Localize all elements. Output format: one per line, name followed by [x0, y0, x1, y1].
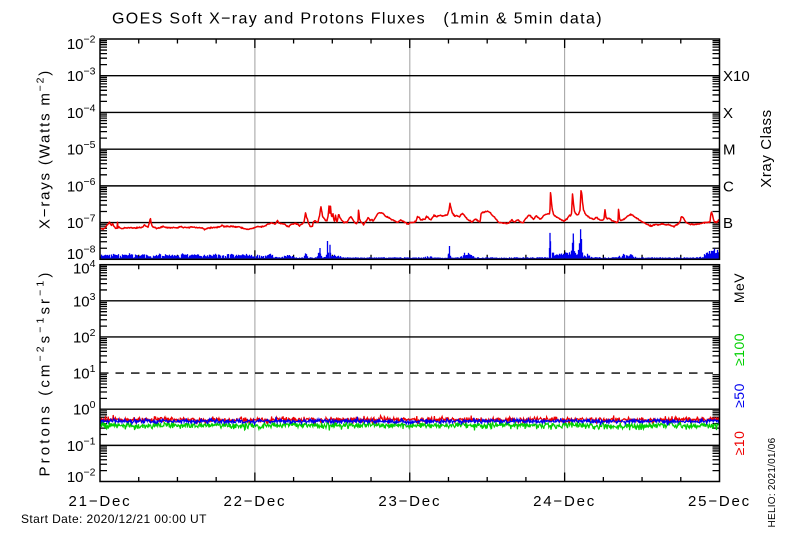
svg-text:10−2: 10−2: [67, 34, 96, 54]
svg-text:23−Dec: 23−Dec: [378, 493, 441, 510]
svg-text:24−Dec: 24−Dec: [533, 493, 596, 510]
svg-text:X10: X10: [723, 68, 750, 85]
svg-text:102: 102: [73, 327, 96, 347]
svg-text:X: X: [723, 105, 733, 122]
svg-text:Protons (cm−2s−1sr−1): Protons (cm−2s−1sr−1): [34, 270, 53, 477]
svg-text:10−5: 10−5: [67, 139, 96, 159]
svg-text:B: B: [723, 215, 733, 232]
svg-text:10−8: 10−8: [67, 244, 96, 264]
svg-text:HELIO: 2021/01/06: HELIO: 2021/01/06: [767, 437, 778, 527]
svg-text:MeV: MeV: [731, 273, 747, 303]
svg-text:Start Date: 2020/12/21 00:00 U: Start Date: 2020/12/21 00:00 UT: [21, 512, 207, 526]
svg-text:10−7: 10−7: [67, 213, 96, 233]
svg-text:101: 101: [73, 363, 96, 383]
svg-text:GOES Soft X−ray and Protons Fl: GOES Soft X−ray and Protons Fluxes (1min…: [112, 11, 603, 28]
svg-text:104: 104: [73, 258, 96, 278]
svg-text:C: C: [723, 178, 734, 195]
svg-text:X−rays (Watts m−2): X−rays (Watts m−2): [34, 69, 53, 229]
svg-text:10−6: 10−6: [67, 176, 96, 196]
svg-text:Xray Class: Xray Class: [758, 109, 775, 188]
svg-text:10−1: 10−1: [67, 435, 96, 455]
svg-text:10−3: 10−3: [67, 66, 96, 86]
svg-text:25−Dec: 25−Dec: [688, 493, 751, 510]
svg-text:103: 103: [73, 291, 96, 311]
svg-text:21−Dec: 21−Dec: [69, 493, 132, 510]
svg-text:10−2: 10−2: [67, 466, 96, 486]
svg-text:≥50: ≥50: [731, 383, 747, 408]
svg-text:≥100: ≥100: [731, 333, 747, 366]
svg-text:M: M: [723, 142, 736, 159]
svg-text:100: 100: [73, 399, 96, 419]
svg-text:22−Dec: 22−Dec: [223, 493, 286, 510]
svg-text:≥10: ≥10: [731, 431, 747, 456]
svg-text:10−4: 10−4: [67, 102, 96, 122]
